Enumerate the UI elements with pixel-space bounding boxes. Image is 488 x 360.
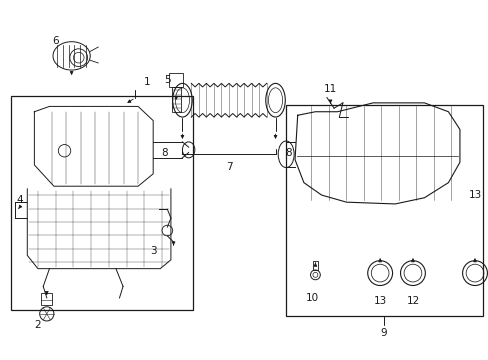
Text: 13: 13 — [373, 296, 386, 306]
Bar — [285, 105, 482, 316]
Text: 3: 3 — [149, 246, 156, 256]
Bar — [11, 96, 193, 310]
Text: 9: 9 — [380, 328, 386, 338]
Text: 13: 13 — [468, 190, 481, 200]
Text: 12: 12 — [406, 296, 419, 306]
Text: 4: 4 — [17, 195, 23, 206]
Text: 7: 7 — [225, 162, 232, 172]
Bar — [171, 87, 180, 112]
Text: 8: 8 — [161, 148, 168, 158]
Text: 11: 11 — [323, 84, 336, 94]
Bar — [41, 293, 52, 305]
Text: 5: 5 — [163, 75, 170, 85]
Bar — [312, 261, 317, 270]
Bar — [169, 73, 183, 87]
Text: 2: 2 — [35, 320, 41, 329]
Text: 8: 8 — [285, 148, 291, 158]
Text: 6: 6 — [52, 36, 59, 46]
Text: 10: 10 — [305, 293, 319, 303]
Text: 1: 1 — [143, 77, 150, 87]
